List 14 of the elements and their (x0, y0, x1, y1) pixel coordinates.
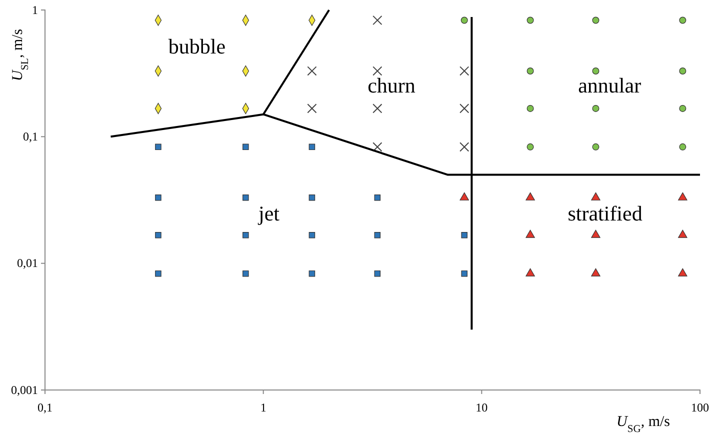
y-tick-label: 1 (32, 2, 38, 17)
x-tick-label: 100 (691, 400, 709, 414)
annotation: bubble (168, 34, 226, 58)
y-tick-label: 0,001 (11, 382, 38, 397)
x-tick-label: 10 (476, 400, 488, 414)
y-tick-label: 0,01 (17, 256, 38, 270)
annotation: annular (578, 74, 642, 98)
annotation: churn (368, 74, 416, 98)
annotation: jet (258, 201, 280, 226)
y-tick-label: 0,1 (23, 130, 38, 144)
x-axis-title: U$_{SG}$, m/s (616, 414, 670, 434)
x-tick-label: 0,1 (38, 400, 52, 414)
annotation: stratified (568, 201, 643, 226)
x-tick-label: 1 (260, 400, 266, 414)
